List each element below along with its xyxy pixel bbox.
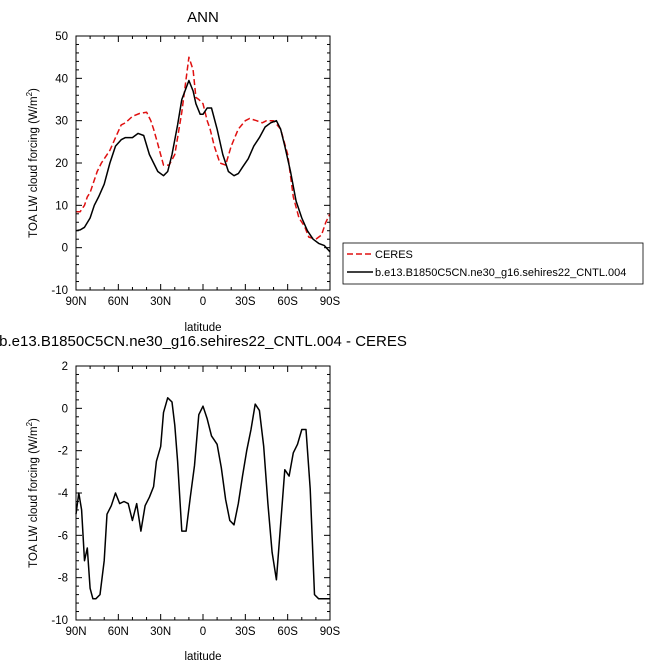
top-ytick-label: -10 bbox=[51, 285, 68, 297]
bottom-ytick-label: 0 bbox=[62, 403, 68, 415]
bottom-xtick-label: 0 bbox=[200, 626, 206, 638]
bottom-ytick-label: -2 bbox=[58, 446, 68, 458]
bottom-x-axis-label: latitude bbox=[184, 651, 221, 663]
bottom-ytick-label: -4 bbox=[58, 488, 69, 500]
bottom-ytick-label: -10 bbox=[51, 615, 68, 627]
bottom-y-axis-label: TOA LW cloud forcing (W/m2) bbox=[25, 418, 40, 568]
top-xtick-label: 60S bbox=[277, 296, 298, 308]
bottom-xtick-label: 90N bbox=[65, 626, 86, 638]
top-panel: ANN TOA LW cloud forcing (W/m2) latitude… bbox=[25, 9, 341, 334]
top-x-axis-label: latitude bbox=[184, 322, 221, 334]
bottom-xtick-label: 60N bbox=[108, 626, 129, 638]
bottom-ytick-label: 2 bbox=[62, 361, 68, 373]
top-y-axis-label: TOA LW cloud forcing (W/m2) bbox=[25, 88, 40, 238]
legend-label-ceres: CERES bbox=[375, 249, 413, 261]
top-xtick-label: 30S bbox=[235, 296, 256, 308]
top-series-line-model bbox=[75, 79, 331, 253]
top-xtick-label: 90S bbox=[320, 296, 341, 308]
top-series-lines bbox=[75, 56, 331, 253]
bottom-ytick-label: -8 bbox=[58, 573, 68, 585]
bottom-xtick-label: 60S bbox=[277, 626, 298, 638]
top-xtick-label: 60N bbox=[108, 296, 129, 308]
legend: CERES b.e13.B1850C5CN.ne30_g16.sehires22… bbox=[342, 242, 644, 285]
top-ytick-label: 10 bbox=[55, 200, 68, 212]
legend-label-model: b.e13.B1850C5CN.ne30_g16.sehires22_CNTL.… bbox=[375, 267, 626, 279]
bottom-chart-title: b.e13.B1850C5CN.ne30_g16.sehires22_CNTL.… bbox=[0, 333, 407, 350]
bottom-plot-frame bbox=[75, 365, 331, 621]
top-xtick-label: 0 bbox=[200, 296, 206, 308]
top-ytick-label: 40 bbox=[55, 73, 68, 85]
top-ytick-label: 0 bbox=[62, 243, 68, 255]
top-ytick-label: 20 bbox=[55, 158, 68, 170]
bottom-xtick-label: 30N bbox=[150, 626, 171, 638]
top-xtick-label: 90N bbox=[65, 296, 86, 308]
top-axis-ticks: -10 0 10 20 30 40 50 90N 60N 30N 0 30S 60S 90S bbox=[51, 31, 340, 308]
bottom-panel: b.e13.B1850C5CN.ne30_g16.sehires22_CNTL.… bbox=[0, 333, 407, 663]
top-ytick-label: 30 bbox=[55, 116, 68, 128]
bottom-axis-ticks: -10 -8 -6 -4 -2 0 2 90N 60N 30N 0 30S 60S 90S bbox=[51, 361, 340, 638]
legend-box bbox=[342, 242, 644, 285]
bottom-xtick-label: 30S bbox=[235, 626, 256, 638]
top-chart-title: ANN bbox=[187, 9, 219, 26]
bottom-series-line-model bbox=[75, 397, 330, 600]
bottom-series-lines bbox=[75, 397, 330, 600]
bottom-xtick-label: 90S bbox=[320, 626, 341, 638]
bottom-ytick-label: -6 bbox=[58, 530, 68, 542]
top-plot-frame bbox=[75, 35, 331, 291]
top-xtick-label: 30N bbox=[150, 296, 171, 308]
top-ytick-label: 50 bbox=[55, 31, 68, 43]
